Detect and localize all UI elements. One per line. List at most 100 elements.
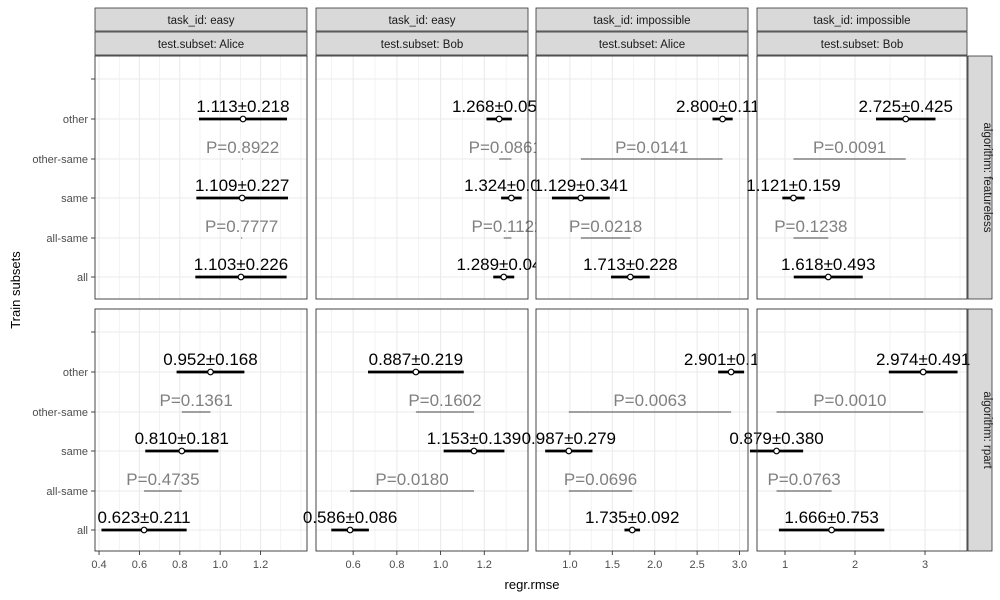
x-tick-label: 1.2 xyxy=(253,559,268,571)
task-strip xyxy=(315,7,529,32)
x-tick-label: 0.6 xyxy=(132,559,147,571)
mean-point xyxy=(719,115,726,123)
x-tick-label: 3 xyxy=(922,559,928,571)
algorithm-strip-label: algorithm: rpart xyxy=(981,391,993,469)
panel-border xyxy=(535,308,749,552)
y-tick-label: all xyxy=(77,272,88,284)
panel-border xyxy=(315,55,529,300)
pvalue-label: P=0.0696 xyxy=(564,470,637,489)
y-tick-label: all-same xyxy=(46,486,88,498)
mean-sd-label: 1.153±0.139 xyxy=(427,429,521,448)
algorithm-strip xyxy=(967,308,993,552)
mean-point xyxy=(495,115,503,123)
pvalue-label: P=0.0091 xyxy=(813,138,886,157)
panel-background xyxy=(95,309,307,551)
mean-sd-label: 0.586±0.086 xyxy=(303,508,397,527)
x-tick-label: 0.6 xyxy=(346,559,361,571)
pvalue-label: P=0.0861 xyxy=(469,138,542,157)
mean-sd-label: 0.887±0.219 xyxy=(369,350,463,369)
subset-strip-label: test.subset: Bob xyxy=(821,39,903,51)
task-strip-label: task_id: impossible xyxy=(813,15,910,27)
x-tick-label: 0.4 xyxy=(91,559,106,571)
mean-sd-label: 1.289±0.048 xyxy=(457,255,551,274)
mean-point xyxy=(239,115,247,123)
y-tick-label: all xyxy=(77,525,88,537)
x-tick-label: 1.5 xyxy=(605,559,620,571)
panel: P=0.0861 P=0.1122 1.268±0.058 1.324±0.047 1.… xyxy=(315,55,559,300)
subset-strip-label: test.subset: Alice xyxy=(158,39,244,51)
mean-point xyxy=(207,368,214,376)
mean-sd-label: 0.952±0.168 xyxy=(163,350,257,369)
pvalue-label: P=0.1122 xyxy=(472,217,544,236)
mean-sd-label: 1.735±0.092 xyxy=(585,508,679,527)
mean-sd-label: 1.618±0.493 xyxy=(781,255,875,274)
mean-sd-label: 2.800±0.119 xyxy=(676,97,769,116)
x-tick-label: 0.8 xyxy=(389,559,404,571)
mean-sd-label: 0.810±0.181 xyxy=(135,429,229,448)
x-tick-label: 2 xyxy=(852,559,858,571)
pvalue-label: P=0.1361 xyxy=(160,391,233,410)
panel: P=0.0141 P=0.0218 2.800±0.119 1.129±0.341 1.… xyxy=(534,55,769,300)
panel-background xyxy=(316,56,528,299)
mean-sd-label: 2.974±0.491 xyxy=(876,350,970,369)
mean-point xyxy=(577,194,585,202)
mean-point xyxy=(727,368,735,376)
mean-point xyxy=(919,368,927,376)
panel-background xyxy=(536,309,748,551)
subset-strip xyxy=(94,31,308,56)
panel: P=0.0010 P=0.0763 2.974±0.491 0.879±0.380 1.… xyxy=(729,308,970,552)
task-strip xyxy=(756,7,968,32)
algorithm-strip xyxy=(967,55,993,300)
pvalue-label: P=0.0063 xyxy=(613,391,686,410)
algorithm-strip-label: algorithm: featureless xyxy=(981,123,993,233)
panel-border xyxy=(535,55,749,300)
mean-sd-label: 2.725±0.425 xyxy=(859,97,953,116)
panel: P=0.8922 P=0.7777 1.113±0.218 1.109±0.227 1.… xyxy=(94,55,308,300)
mean-sd-label: 0.879±0.380 xyxy=(729,429,823,448)
x-tick-label: 1.2 xyxy=(477,559,492,571)
pvalue-label: P=0.0763 xyxy=(767,470,840,489)
panel: P=0.1602 P=0.0180 0.887±0.219 1.153±0.139 0.… xyxy=(303,308,529,552)
mean-sd-label: 0.987±0.279 xyxy=(522,429,616,448)
mean-point xyxy=(773,447,780,455)
x-tick-label: 1.0 xyxy=(562,559,577,571)
panel-border xyxy=(756,55,968,300)
task-strip xyxy=(535,7,749,32)
panel: P=0.1361 P=0.4735 0.952±0.168 0.810±0.181 0.… xyxy=(94,308,308,552)
pvalue-label: P=0.0180 xyxy=(375,470,448,489)
mean-sd-label: 1.129±0.341 xyxy=(534,176,628,195)
task-strip-label: task_id: easy xyxy=(167,15,234,27)
mean-point xyxy=(902,115,910,123)
panel-border xyxy=(94,55,308,300)
mean-sd-label: 1.713±0.228 xyxy=(583,255,677,274)
mean-point xyxy=(470,447,478,455)
mean-sd-label: 1.666±0.753 xyxy=(784,508,878,527)
pvalue-label: P=0.4735 xyxy=(126,470,199,489)
panel-background xyxy=(757,56,967,299)
panel: P=0.0091 P=0.1238 2.725±0.425 1.121±0.159 1.… xyxy=(746,55,968,300)
mean-point xyxy=(500,273,508,281)
mean-point xyxy=(790,194,797,202)
subset-strip-label: test.subset: Alice xyxy=(599,39,685,51)
mean-point xyxy=(140,526,148,534)
panel-border xyxy=(756,308,968,552)
y-tick-label: other xyxy=(63,114,88,126)
mean-point xyxy=(626,273,634,281)
x-tick-label: 2.5 xyxy=(689,559,704,571)
subset-strip xyxy=(756,31,968,56)
mean-point xyxy=(828,526,836,534)
subset-strip-label: test.subset: Bob xyxy=(381,39,463,51)
pvalue-label: P=0.8922 xyxy=(206,138,279,157)
task-strip xyxy=(94,7,308,32)
y-tick-label: all-same xyxy=(46,233,88,245)
mean-point xyxy=(628,526,636,534)
pvalue-label: P=0.0141 xyxy=(615,138,688,157)
mean-sd-label: 1.121±0.159 xyxy=(746,176,840,195)
y-tick-label: same xyxy=(61,193,88,205)
mean-sd-label: 2.901±0.153 xyxy=(684,350,778,369)
pvalue-label: P=0.1602 xyxy=(408,391,481,410)
panel-border xyxy=(94,308,308,552)
mean-point xyxy=(237,273,245,281)
x-axis-title: regr.rmse xyxy=(505,577,560,592)
mean-point xyxy=(565,447,573,455)
